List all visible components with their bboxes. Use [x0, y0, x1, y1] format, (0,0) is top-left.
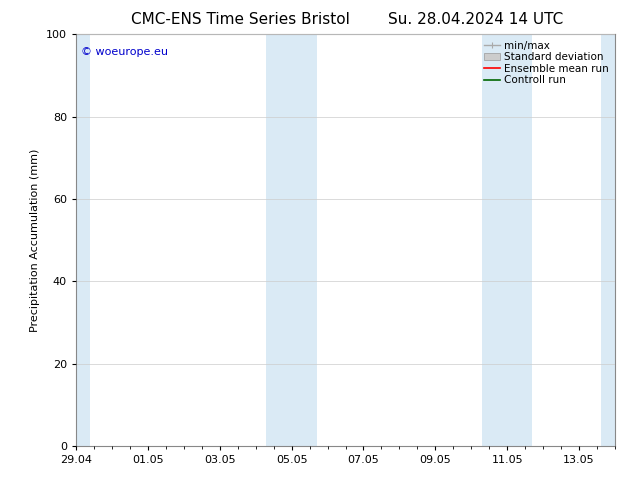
Legend: min/max, Standard deviation, Ensemble mean run, Controll run: min/max, Standard deviation, Ensemble me…: [481, 37, 612, 88]
Bar: [266, 34, 292, 446]
Text: CMC-ENS Time Series Bristol: CMC-ENS Time Series Bristol: [131, 12, 351, 27]
Bar: [292, 34, 317, 446]
Text: Su. 28.04.2024 14 UTC: Su. 28.04.2024 14 UTC: [388, 12, 563, 27]
Text: © woeurope.eu: © woeurope.eu: [81, 47, 169, 57]
Bar: [76, 34, 91, 446]
Bar: [507, 34, 533, 446]
Bar: [482, 34, 507, 446]
Bar: [600, 34, 615, 446]
Y-axis label: Precipitation Accumulation (mm): Precipitation Accumulation (mm): [30, 148, 41, 332]
